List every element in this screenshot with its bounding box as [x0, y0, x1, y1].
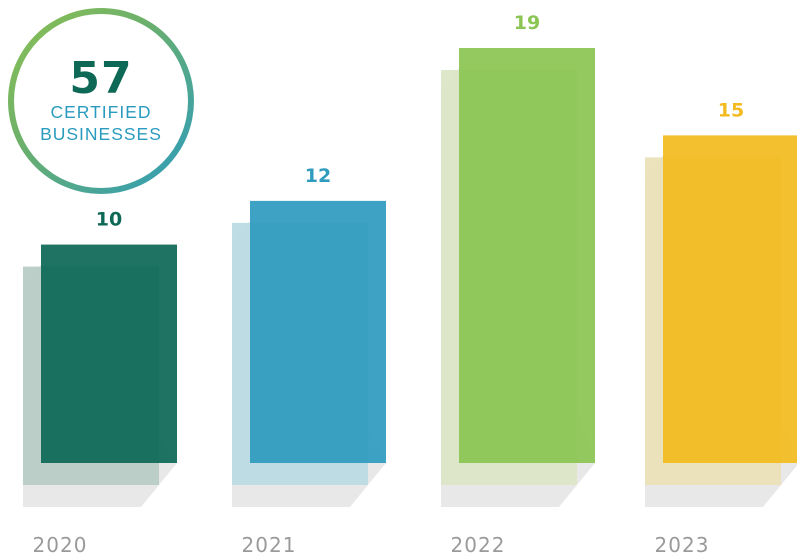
x-tick-label-2020: 2020 — [33, 533, 88, 554]
badge-label-line1: CERTIFIED — [50, 102, 152, 122]
bar-2023 — [663, 135, 797, 464]
value-label-2021: 12 — [305, 165, 331, 187]
value-label-2023: 15 — [718, 99, 744, 121]
x-tick-label-2021: 2021 — [242, 533, 297, 554]
badge-label-line2: BUSINESSES — [40, 124, 162, 144]
x-tick-label-2023: 2023 — [655, 533, 710, 554]
badge-total-number: 57 — [69, 53, 133, 104]
badge-inner: 57 CERTIFIED BUSINESSES — [14, 14, 188, 188]
bar-2021 — [250, 200, 386, 464]
value-label-2020: 10 — [96, 209, 122, 231]
bar-2020 — [41, 244, 177, 463]
x-tick-label-2022: 2022 — [451, 533, 506, 554]
certified-businesses-badge: 57 CERTIFIED BUSINESSES — [8, 8, 194, 194]
bar-2022 — [459, 48, 595, 463]
value-label-2022: 19 — [514, 12, 540, 34]
